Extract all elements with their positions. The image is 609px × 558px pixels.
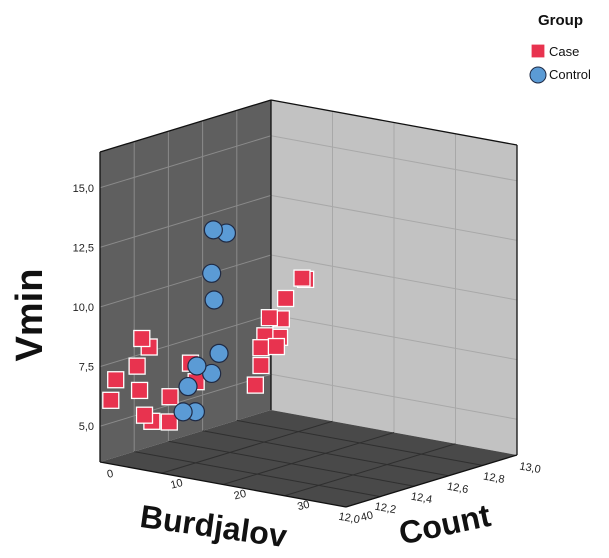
box-edge xyxy=(99,99,272,153)
y-tick-label: 30 xyxy=(296,499,311,514)
case-point xyxy=(246,376,264,394)
x-tick-label: 12,6 xyxy=(446,481,469,497)
case-point xyxy=(161,388,179,406)
case-point xyxy=(130,381,149,400)
case-point xyxy=(276,289,295,308)
case-point xyxy=(128,357,146,375)
legend-case-label: Case xyxy=(549,44,579,59)
z-tick-label: 10,0 xyxy=(73,302,94,314)
legend-control-label: Control xyxy=(549,67,591,82)
y-axis-title: Count xyxy=(396,497,494,551)
case-point xyxy=(260,309,279,327)
x-tick-label: 12,0 xyxy=(338,511,361,527)
z-tick-label: 7,5 xyxy=(79,362,94,374)
y-tick-label: 40 xyxy=(360,509,375,524)
case-point xyxy=(160,413,178,431)
legend-title: Group xyxy=(538,12,583,29)
grid-line-z-left xyxy=(99,135,272,189)
x-tick-label: 12,2 xyxy=(374,501,397,517)
grid-line-z-left xyxy=(99,194,272,248)
case-point xyxy=(252,339,270,357)
legend-control-marker xyxy=(529,66,547,84)
grid-line-y-floor xyxy=(284,443,456,497)
grid-line-y-floor xyxy=(161,420,333,474)
z-tick-label: 15,0 xyxy=(73,183,94,195)
grid-line-z-left xyxy=(99,373,272,427)
case-point xyxy=(135,406,154,424)
y-tick-label: 0 xyxy=(106,468,115,481)
z-tick-label: 5,0 xyxy=(79,421,94,433)
box-edge xyxy=(270,99,518,146)
data-points xyxy=(102,220,315,431)
y-tick-label: 20 xyxy=(233,488,248,503)
z-tick-label: 12,5 xyxy=(73,242,94,254)
case-point xyxy=(133,329,151,348)
control-point xyxy=(203,220,223,240)
legend-case-marker xyxy=(530,43,546,59)
control-point xyxy=(209,343,229,363)
grid-lines xyxy=(99,110,518,498)
case-point xyxy=(293,269,311,287)
grid-line-z-left xyxy=(99,254,272,308)
grid-line-y-floor xyxy=(222,432,395,485)
legend: Group Case Control xyxy=(529,12,591,84)
case-point xyxy=(107,371,125,389)
box-edges xyxy=(99,99,518,508)
box-edge xyxy=(99,461,347,508)
case-point xyxy=(102,391,120,409)
y-tick-label: 10 xyxy=(169,477,184,492)
control-point xyxy=(204,290,224,310)
x-tick-label: 13,0 xyxy=(518,460,541,476)
case-point xyxy=(252,356,270,375)
control-point xyxy=(173,402,193,422)
control-point xyxy=(187,356,207,376)
box-edge xyxy=(345,454,518,508)
x-tick-label: 12,4 xyxy=(410,491,433,507)
tick-labels: 15,0 12,5 10,0 7,5 5,0 12,0 12,2 12,4 12,6 12,8 13… xyxy=(73,183,542,527)
control-point xyxy=(178,376,198,397)
x-tick-label: 12,8 xyxy=(482,471,505,487)
z-axis-title: Vmin xyxy=(9,269,51,362)
x-axis-title: Burdjalov xyxy=(138,498,289,554)
case-point xyxy=(267,337,286,356)
control-point xyxy=(202,263,222,283)
